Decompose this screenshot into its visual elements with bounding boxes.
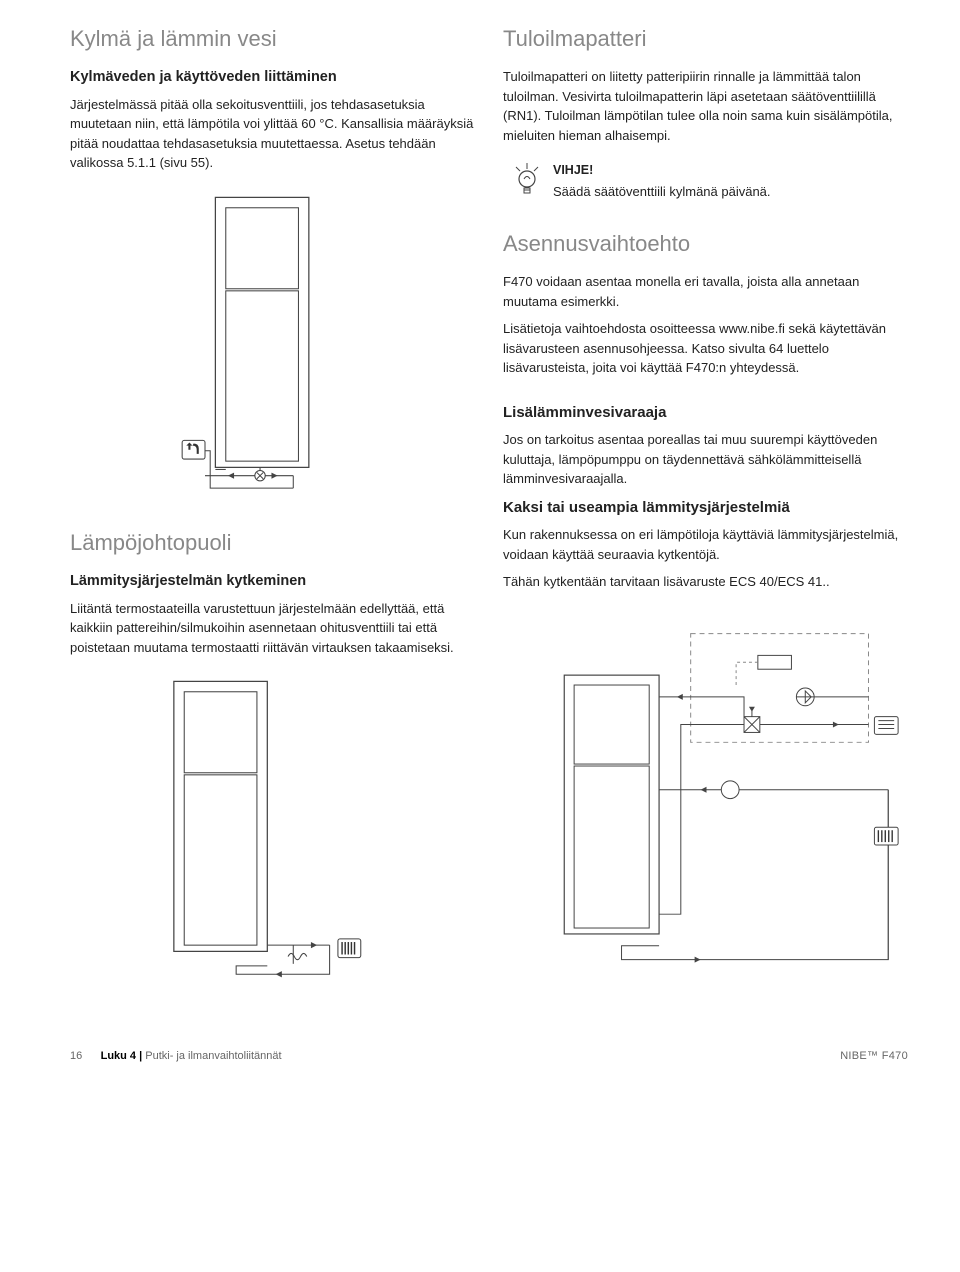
- heading-supply-air: Tuloilmapatteri: [503, 22, 908, 55]
- svg-multi-systems: [503, 606, 908, 981]
- para-install-1: F470 voidaan asentaa monella eri tavalla…: [503, 272, 908, 311]
- chapter-label: Luku 4 |: [101, 1050, 143, 1062]
- tip-title: VIHJE!: [553, 161, 906, 180]
- para-multi-1: Kun rakennuksessa on eri lämpötiloja käy…: [503, 525, 908, 564]
- diagram-heating-tank: [70, 671, 475, 988]
- footer-right: NIBE™ F470: [840, 1048, 908, 1065]
- page-footer: 16 Luku 4 | Putki- ja ilmanvaihtoliitänn…: [70, 1048, 908, 1065]
- left-column: Kylmä ja lämmin vesi Kylmäveden ja käytt…: [70, 22, 475, 1010]
- para-heating-connect: Liitäntä termostaateilla varustettuun jä…: [70, 599, 475, 658]
- subheading-connecting-water: Kylmäveden ja käyttöveden liittäminen: [70, 67, 475, 89]
- tip-box: VIHJE! Säädä säätöventtiili kylmänä päiv…: [503, 155, 908, 207]
- subheading-heating-connect: Lämmitysjärjestelmän kytkeminen: [70, 571, 475, 593]
- page-number: 16: [70, 1050, 82, 1062]
- page-columns: Kylmä ja lämmin vesi Kylmäveden ja käytt…: [70, 22, 908, 1010]
- heading-cold-hot-water: Kylmä ja lämmin vesi: [70, 22, 475, 55]
- para-multi-2: Tähän kytkentään tarvitaan lisävaruste E…: [503, 572, 908, 592]
- footer-left: 16 Luku 4 | Putki- ja ilmanvaihtoliitänn…: [70, 1048, 282, 1065]
- heading-heating-side: Lämpöjohtopuoli: [70, 526, 475, 559]
- svg-water-tank: [70, 187, 475, 499]
- tip-text: Säädä säätöventtiili kylmänä päivänä.: [553, 182, 906, 202]
- svg-heating-tank: [70, 671, 475, 983]
- lightbulb-icon: [513, 161, 541, 197]
- para-water-connection: Järjestelmässä pitää olla sekoitusventti…: [70, 95, 475, 173]
- right-column: Tuloilmapatteri Tuloilmapatteri on liite…: [503, 22, 908, 1010]
- para-supply-air: Tuloilmapatteri on liitetty patteripiiri…: [503, 67, 908, 145]
- heading-install-option: Asennusvaihtoehto: [503, 227, 908, 260]
- chapter-name: Putki- ja ilmanvaihtoliitännät: [142, 1050, 281, 1062]
- subheading-extra-tank: Lisälämminvesivaraaja: [503, 402, 908, 425]
- tip-content: VIHJE! Säädä säätöventtiili kylmänä päiv…: [553, 161, 906, 201]
- diagram-water-tank: [70, 187, 475, 504]
- para-install-2: Lisätietoja vaihtoehdosta osoitteessa ww…: [503, 319, 908, 378]
- diagram-multi-systems: [503, 606, 908, 987]
- para-extra-tank: Jos on tarkoitus asentaa poreallas tai m…: [503, 430, 908, 489]
- subheading-multi-systems: Kaksi tai useampia lämmitysjärjestelmiä: [503, 497, 908, 520]
